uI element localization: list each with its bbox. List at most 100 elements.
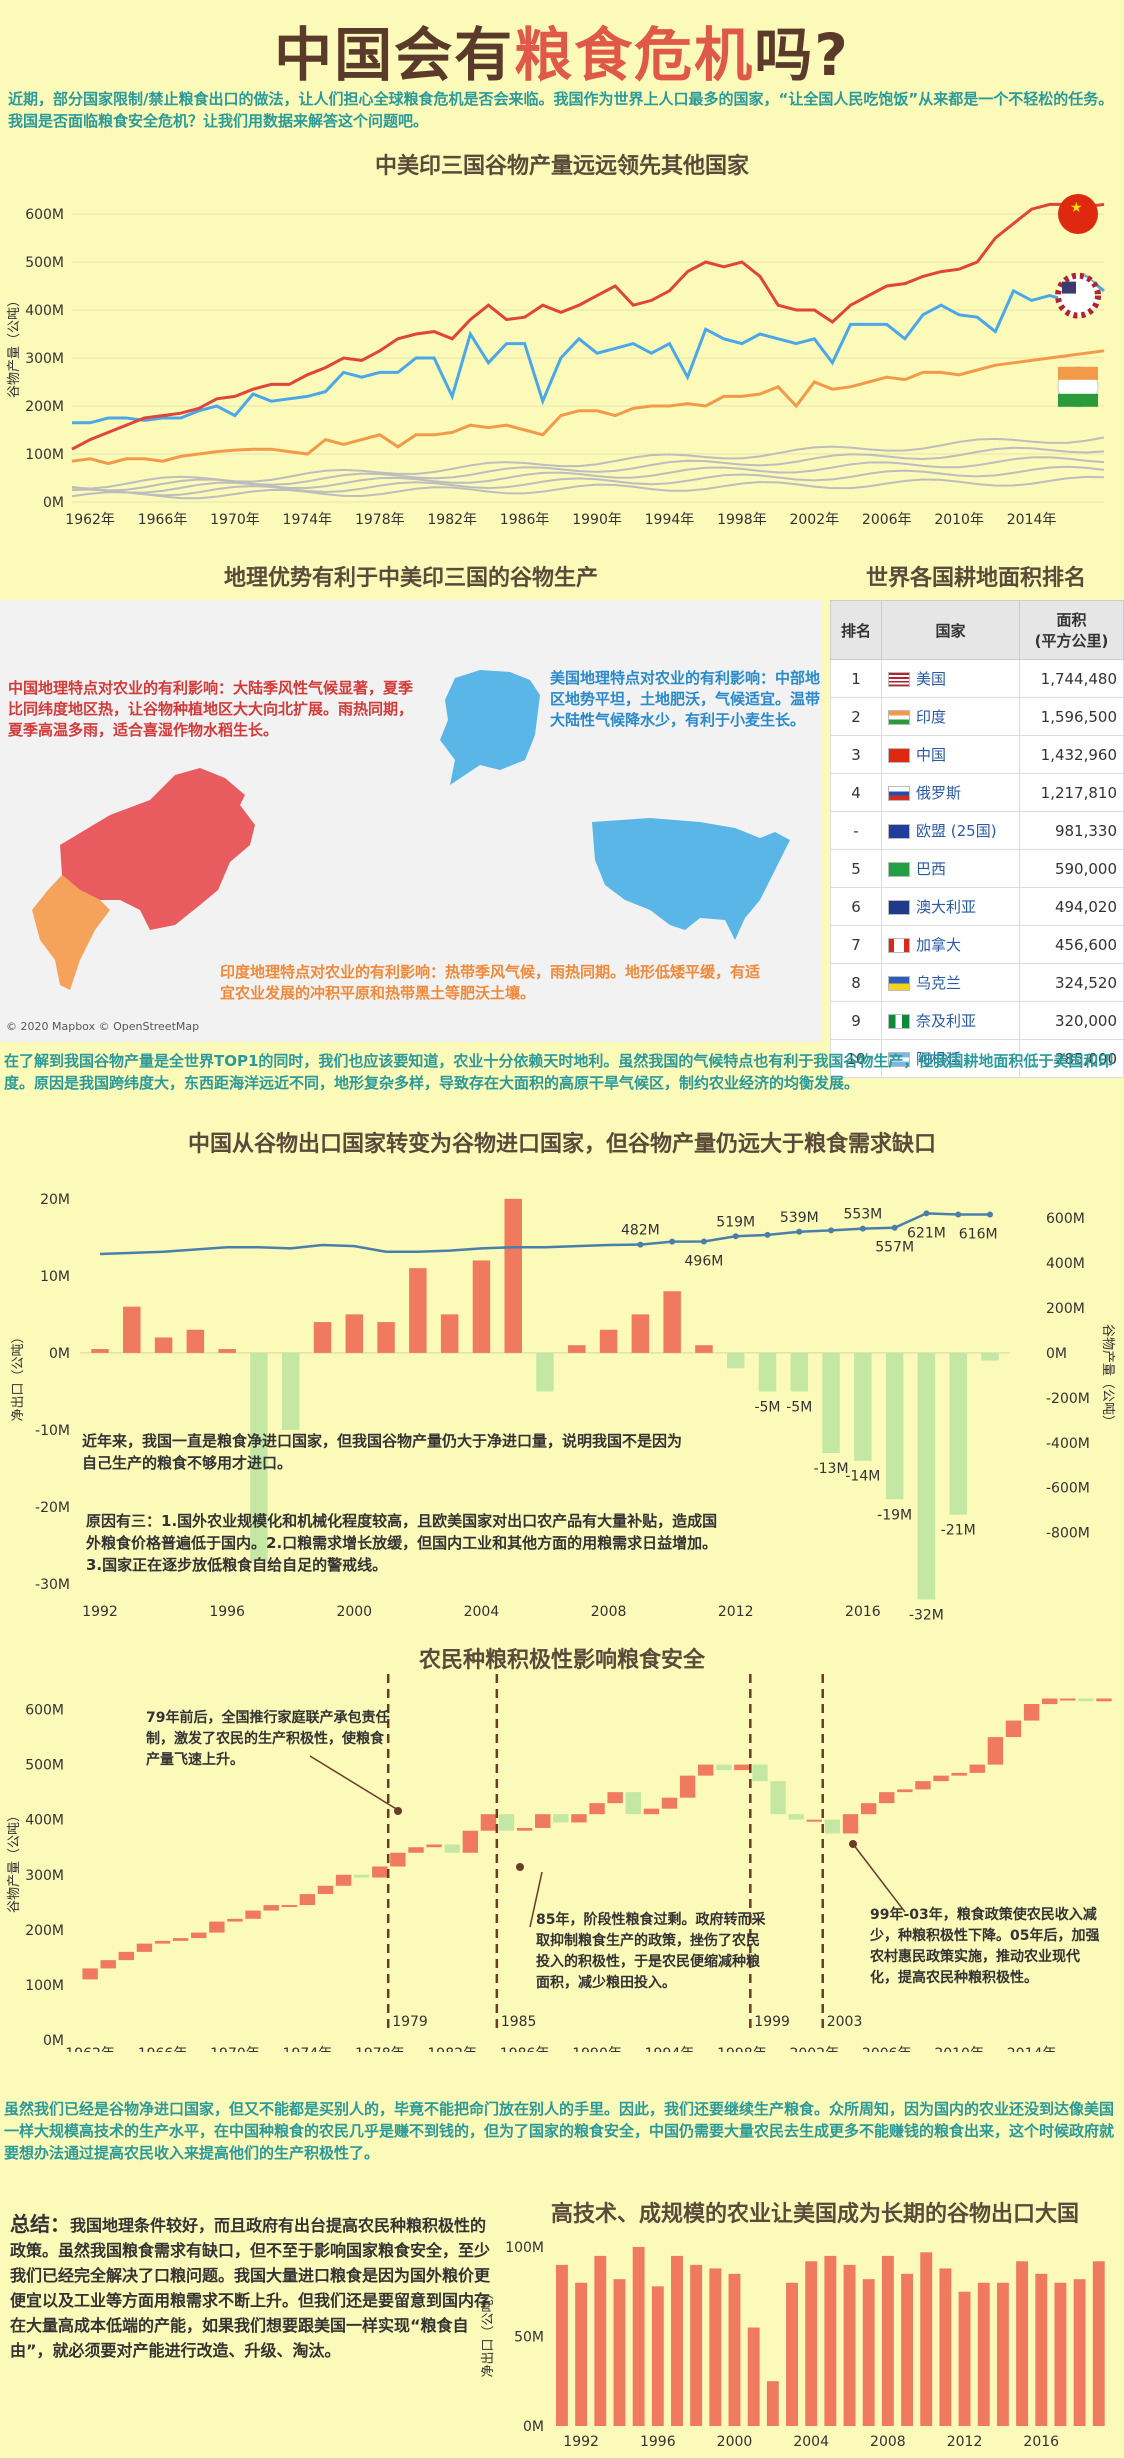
rank-cell: 4 xyxy=(830,773,882,812)
bar-label: -13M xyxy=(814,1461,849,1477)
other-country-line xyxy=(71,446,1105,492)
annotation-1999: 99年-03年，粮食政策使农民收入减少，种粮积极性下降。05年后，加强农村惠民政… xyxy=(870,1907,1100,1986)
net-export-bar xyxy=(695,1345,713,1353)
waterfall-bar xyxy=(824,1819,841,1834)
waterfall-bar xyxy=(335,1874,352,1886)
country-cell: 欧盟 (25国) xyxy=(881,811,1020,850)
net-export-bar xyxy=(631,1314,650,1353)
brazil-flag-icon xyxy=(888,862,910,877)
production-point xyxy=(796,1228,803,1235)
china-flag-icon xyxy=(1058,194,1098,234)
net-export-bar xyxy=(917,1352,936,1600)
y-tick-label: 100M xyxy=(25,1978,64,1994)
export-bar xyxy=(862,2279,875,2426)
waterfall-bar xyxy=(842,1814,859,1834)
export-bar xyxy=(881,2255,894,2426)
waterfall-bar xyxy=(607,1792,623,1804)
other-country-line xyxy=(71,475,1105,500)
usa-flag-canton xyxy=(1062,281,1076,294)
waterfall-bar xyxy=(987,1737,1004,1765)
x-tick-label: 2000 xyxy=(717,2434,753,2450)
export-bar xyxy=(901,2273,913,2426)
waterfall-bar xyxy=(770,1781,786,1815)
table-row: 8 乌克兰 324,520 xyxy=(830,963,1124,1002)
y-tick-label: 0M xyxy=(523,2419,544,2435)
table-row: 10 阿根廷 285,000 xyxy=(830,1039,1124,1078)
waterfall-bar xyxy=(118,1951,135,1961)
waterfall-bar xyxy=(281,1905,297,1908)
country-cell: 澳大利亚 xyxy=(881,887,1020,926)
country-name: 中国 xyxy=(916,746,947,764)
series-line-china xyxy=(71,202,1105,451)
marker-label: 1999 xyxy=(754,2014,790,2030)
net-export-bar xyxy=(281,1352,300,1430)
chart2-title: 中国从谷物出口国家转变为谷物进口国家，但谷物产量仍远大于粮食需求缺口 xyxy=(187,1132,936,1157)
rank-cell: 8 xyxy=(830,963,882,1002)
country-name: 奈及利亚 xyxy=(916,1012,977,1030)
usa-export-chart: 0M 50M 100M 净出口（公吨） 1992 1996 2000 2004 2008 2012… xyxy=(481,2240,1105,2450)
net-export-bar xyxy=(854,1352,872,1461)
country-cell: 俄罗斯 xyxy=(881,773,1020,812)
x-tick-label: 1994年 xyxy=(645,512,695,528)
series-line-usa xyxy=(72,274,1105,425)
x-tick-label: 2014年 xyxy=(1007,2046,1057,2052)
x-tick-label: 2014年 xyxy=(1007,512,1057,528)
x-tick-label: 2010年 xyxy=(934,2046,984,2052)
geography-map[interactable]: 中国地理特点对农业的有利影响：大陆季风性气候显著，夏季比同纬度地区热，让谷物种植… xyxy=(0,600,822,1042)
china-shape xyxy=(60,768,255,930)
waterfall-bar xyxy=(879,1792,895,1804)
rank-cell: 2 xyxy=(830,697,882,736)
table-row: 7 加拿大 456,600 xyxy=(830,925,1124,964)
table-row: - 欧盟 (25国) 981,330 xyxy=(830,811,1124,850)
bar-label: -19M xyxy=(877,1507,912,1523)
y-axis-label: 净出口（公吨） xyxy=(481,2286,496,2377)
y-tick-label: 50M xyxy=(514,2329,544,2345)
net-export-bar xyxy=(313,1322,332,1353)
waterfall-bar xyxy=(734,1764,750,1771)
export-bar xyxy=(1092,2261,1105,2426)
rank-cell: 9 xyxy=(830,1001,882,1040)
y-tick-label: 0M xyxy=(49,1346,70,1362)
waterfall-bar xyxy=(209,1921,225,1933)
production-line-chart: 0M 100M 200M 300M 400M 500M 600M 谷物产量（公吨） 1962年 1… xyxy=(7,194,1105,528)
country-name: 俄罗斯 xyxy=(916,784,962,802)
usa-geo-text: 美国地理特点对农业的有利影响：中部地区地势平坦，土地肥沃，气候适宜。温带大陆性气… xyxy=(550,669,821,729)
chart3-title: 农民种粮积极性影响粮食安全 xyxy=(418,1648,705,1673)
area-cell: 324,520 xyxy=(1019,963,1124,1002)
export-bar xyxy=(786,2282,798,2426)
y-tick-label: -30M xyxy=(35,1577,70,1593)
usa-flag-icon xyxy=(888,672,910,687)
usa-shape xyxy=(592,818,790,940)
x-tick-label: 1978年 xyxy=(355,512,405,528)
production-point xyxy=(764,1231,771,1238)
country-cell: 美国 xyxy=(881,659,1020,698)
y-tick-label-right: 400M xyxy=(1046,1256,1085,1272)
waterfall-bar xyxy=(535,1814,551,1828)
x-tick-label: 2000 xyxy=(336,1604,372,1620)
summary: 总结：我国地理条件较好，而且政府有出台提高农民种粮积极性的政策。虽然我国粮食需求… xyxy=(10,2212,500,2363)
marker-label: 1985 xyxy=(501,2014,537,2030)
x-tick-label: 2012 xyxy=(947,2434,983,2450)
y-axis-label: 净出口（公吨） xyxy=(11,1330,26,1421)
security-paragraph: 虽然我们已经是谷物净进口国家，但又不能都是买别人的，毕竟不能把命门放在别人的手里… xyxy=(4,2100,1115,2162)
x-tick-label: 2012 xyxy=(718,1604,754,1620)
table-row: 2 印度 1,596,500 xyxy=(830,697,1124,736)
waterfall-bar xyxy=(1041,1698,1058,1705)
production-point xyxy=(955,1211,962,1218)
y-tick-label-right: -800M xyxy=(1046,1526,1090,1542)
y-tick-label: 0M xyxy=(43,495,64,511)
x-tick-label: 1996 xyxy=(640,2434,676,2450)
line-label: 557M xyxy=(875,1240,914,1256)
alaska-shape xyxy=(440,670,540,785)
country-cell: 奈及利亚 xyxy=(881,1001,1020,1040)
y-axis-label: 谷物产量（公吨） xyxy=(7,294,22,398)
export-bar xyxy=(1016,2261,1029,2426)
table-row: 1 美国 1,744,480 xyxy=(830,659,1124,698)
area-cell: 1,432,960 xyxy=(1019,735,1124,774)
y-tick-label: 100M xyxy=(25,447,64,463)
net-export-bar xyxy=(250,1352,268,1561)
rank-cell: 10 xyxy=(830,1039,882,1078)
waterfall-bar xyxy=(263,1905,279,1911)
x-tick-label: 2016 xyxy=(845,1604,881,1620)
waterfall-bar xyxy=(299,1894,316,1906)
